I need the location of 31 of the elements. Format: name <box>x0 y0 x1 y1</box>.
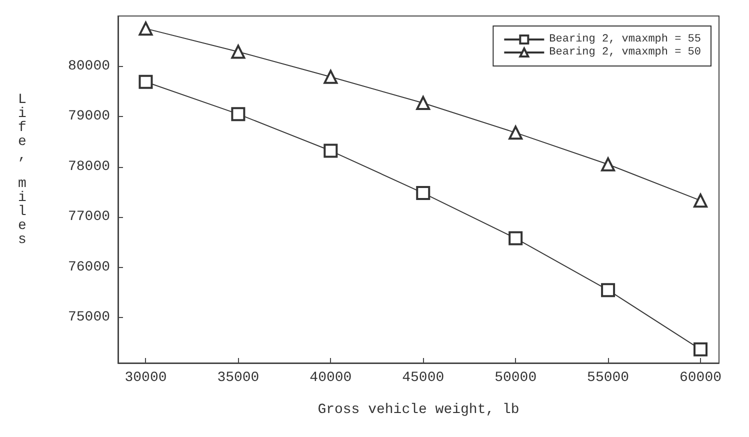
y-tick-label: 79000 <box>68 108 110 125</box>
y-tick-label: 76000 <box>68 259 110 276</box>
point <box>601 157 616 172</box>
point <box>416 186 430 200</box>
text: Life, miles <box>18 92 26 248</box>
point <box>508 231 523 246</box>
point <box>231 44 246 59</box>
legend-label: Bearing 2, vmaxmph = 50 <box>549 46 702 58</box>
point <box>138 22 153 36</box>
y-tick-label: 75000 <box>68 310 110 326</box>
point <box>324 70 338 84</box>
x-tick-label: 35000 <box>217 370 260 386</box>
x-tick-label: 55000 <box>587 370 630 386</box>
legend-label: Bearing 2, vmaxmph = 55 <box>549 34 702 46</box>
y-tick-label: 78000 <box>68 158 110 175</box>
point <box>508 126 523 140</box>
point <box>416 96 430 110</box>
point <box>694 342 708 356</box>
point <box>324 144 338 158</box>
point <box>601 283 616 298</box>
point <box>231 107 246 122</box>
x-tick-label: 60000 <box>680 370 722 386</box>
x-tick-label: 45000 <box>402 370 444 386</box>
x-tick-label: 50000 <box>494 370 537 386</box>
point <box>694 194 708 208</box>
y-tick-label: 80000 <box>68 58 110 74</box>
x-tick-label: 30000 <box>124 370 167 386</box>
x-axis-title: Gross vehicle weight, lb <box>318 402 520 418</box>
y-tick-label: 77000 <box>68 209 110 226</box>
x-tick-label: 40000 <box>310 370 352 386</box>
point <box>138 74 153 89</box>
